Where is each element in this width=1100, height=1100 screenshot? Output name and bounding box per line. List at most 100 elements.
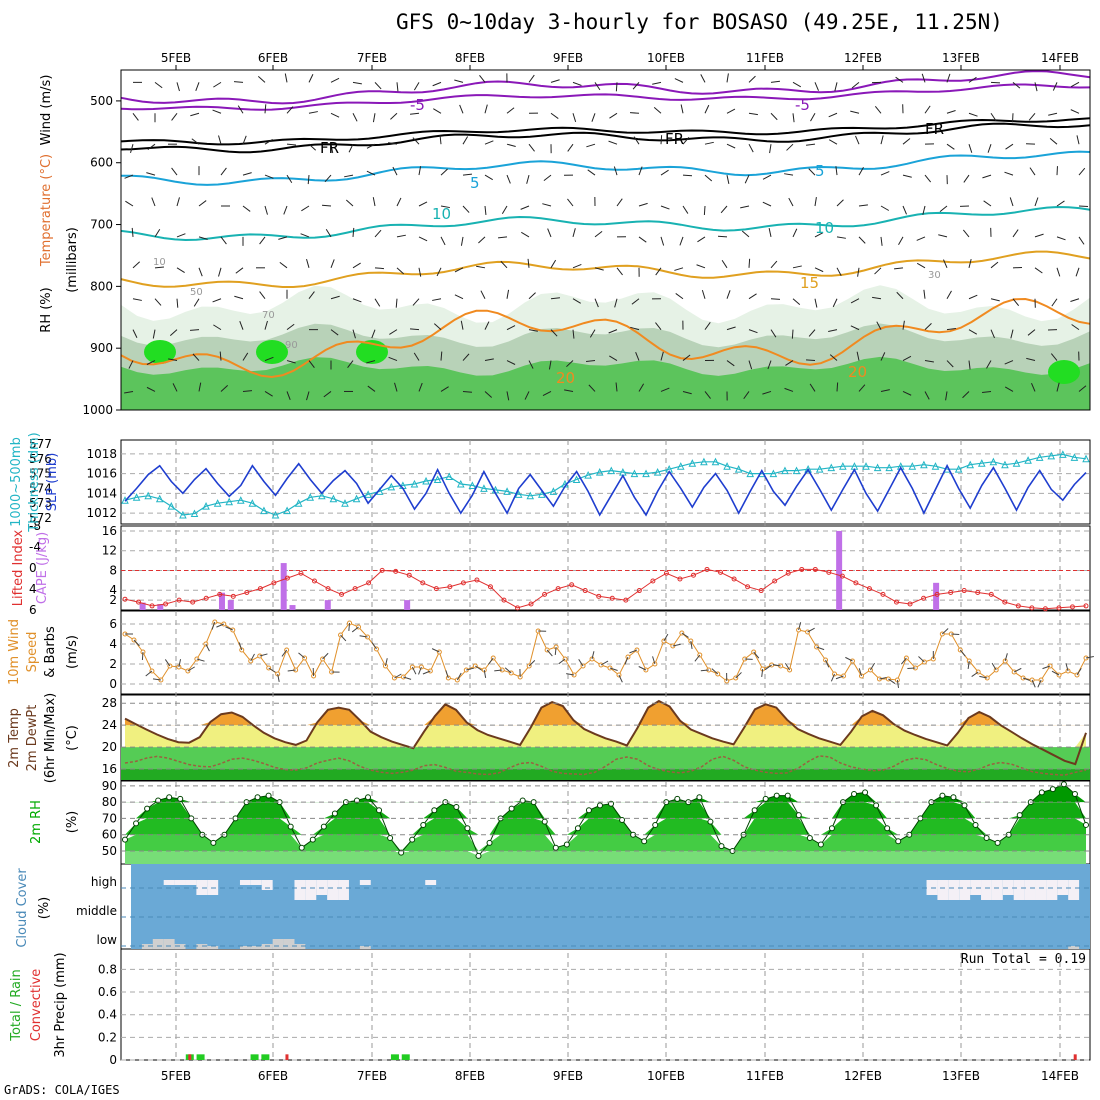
thickness-point — [190, 509, 199, 518]
wind-speed-line — [124, 621, 1087, 682]
rh-point — [376, 807, 383, 814]
wind-barb — [1031, 382, 1036, 392]
wind-barb — [588, 384, 596, 392]
label-2m-temp: 2m Temp — [7, 708, 22, 768]
wind-barb — [792, 298, 801, 306]
rain-bar — [401, 1054, 410, 1060]
li-point — [718, 569, 724, 575]
wind-barb — [572, 298, 581, 304]
li-point — [406, 572, 412, 578]
thickness-point — [202, 502, 210, 510]
wind-barb — [284, 73, 288, 83]
li-point — [1069, 604, 1075, 610]
wind-barb — [286, 106, 294, 114]
wind-barb — [418, 236, 428, 242]
wind-barb — [433, 108, 442, 114]
bottom-date-label: 9FEB — [553, 1069, 583, 1083]
wind10-barb — [711, 668, 719, 675]
wind-barb — [168, 358, 178, 362]
cloud-high-gap — [294, 880, 306, 900]
li-tick: -4 — [29, 540, 41, 554]
wind-barb — [983, 200, 992, 207]
wind-barb — [218, 267, 222, 277]
wind-barb — [660, 205, 670, 210]
wind10-barb — [403, 676, 412, 680]
slp-tick: 1012 — [86, 506, 117, 520]
cape-tick: 2 — [109, 593, 117, 607]
wind-barb — [855, 135, 860, 145]
bottom-date-label: 5FEB — [161, 1069, 191, 1083]
wind10-barb — [1051, 670, 1060, 676]
wind10-barb — [394, 673, 402, 679]
wind-barb — [814, 82, 819, 91]
contour-label-4: FR — [925, 120, 944, 138]
wind-barb — [704, 104, 710, 114]
wind-barb — [748, 360, 753, 370]
wind-barb — [982, 174, 992, 179]
thickness-point — [642, 469, 650, 478]
li-point — [447, 584, 453, 590]
cape-bar — [324, 600, 331, 610]
wind-barb — [550, 112, 559, 119]
wind-barb — [880, 352, 886, 361]
wind10-barb — [141, 651, 144, 661]
wind10-barb — [1085, 655, 1094, 659]
wind-barb — [352, 227, 355, 237]
li-point — [366, 580, 372, 586]
rh-point — [972, 821, 979, 828]
li-point — [352, 586, 358, 592]
wind10-barb — [672, 643, 681, 647]
wind-barb — [876, 321, 882, 330]
wind-barb — [1051, 298, 1058, 307]
wind-barb — [1056, 382, 1060, 392]
rh-point — [1071, 791, 1078, 798]
thickness-point — [584, 470, 592, 479]
wind-barb — [726, 360, 735, 367]
thickness-point — [792, 466, 801, 475]
wind-barb — [132, 261, 141, 269]
thickness-point — [723, 462, 731, 470]
rain-bar — [261, 1054, 270, 1060]
li-point — [975, 589, 981, 595]
wind10-barb — [1022, 677, 1031, 682]
wind-barb — [306, 391, 310, 401]
wind-barb — [152, 329, 156, 339]
wind-barb — [213, 324, 222, 331]
label-cape: CAPE (J/kg) — [35, 532, 50, 604]
wind-barb — [264, 320, 268, 330]
wind-barb — [836, 199, 844, 207]
wind-barb — [748, 143, 754, 153]
wind10-barb — [528, 659, 536, 667]
wind-barb — [154, 298, 162, 306]
wind-barb — [198, 382, 202, 392]
label-millibars: (millibars) — [65, 227, 80, 293]
wind-barb — [484, 358, 494, 362]
wind-barb — [454, 294, 464, 300]
li-point — [379, 567, 385, 573]
wind-barb — [768, 228, 772, 238]
rh-point — [133, 820, 140, 827]
wind-barb — [1076, 135, 1080, 145]
cape-bar — [280, 563, 287, 610]
rh-point — [409, 836, 416, 843]
cloud-high-gap — [1068, 880, 1080, 900]
thickness-point — [445, 472, 454, 481]
li-point — [203, 595, 209, 601]
bottom-date-label: 7FEB — [357, 1069, 387, 1083]
wind-barb — [1056, 236, 1066, 241]
temp-tick: 20 — [102, 740, 117, 754]
label-slp: SLP (mb) — [45, 453, 60, 512]
li-point — [866, 586, 872, 592]
wind-barb — [896, 291, 904, 300]
rh-point — [453, 804, 460, 811]
cloud-level-label: low — [97, 933, 118, 947]
rh-point — [585, 807, 592, 814]
wind-barb — [242, 205, 251, 212]
li-point — [636, 588, 642, 594]
thickness-point — [294, 499, 303, 507]
wind-barb — [814, 298, 818, 308]
wind10-barb — [816, 646, 825, 651]
thickness-point — [1059, 450, 1067, 458]
wind-barb — [193, 298, 200, 307]
bottom-date-label: 13FEB — [942, 1069, 980, 1083]
